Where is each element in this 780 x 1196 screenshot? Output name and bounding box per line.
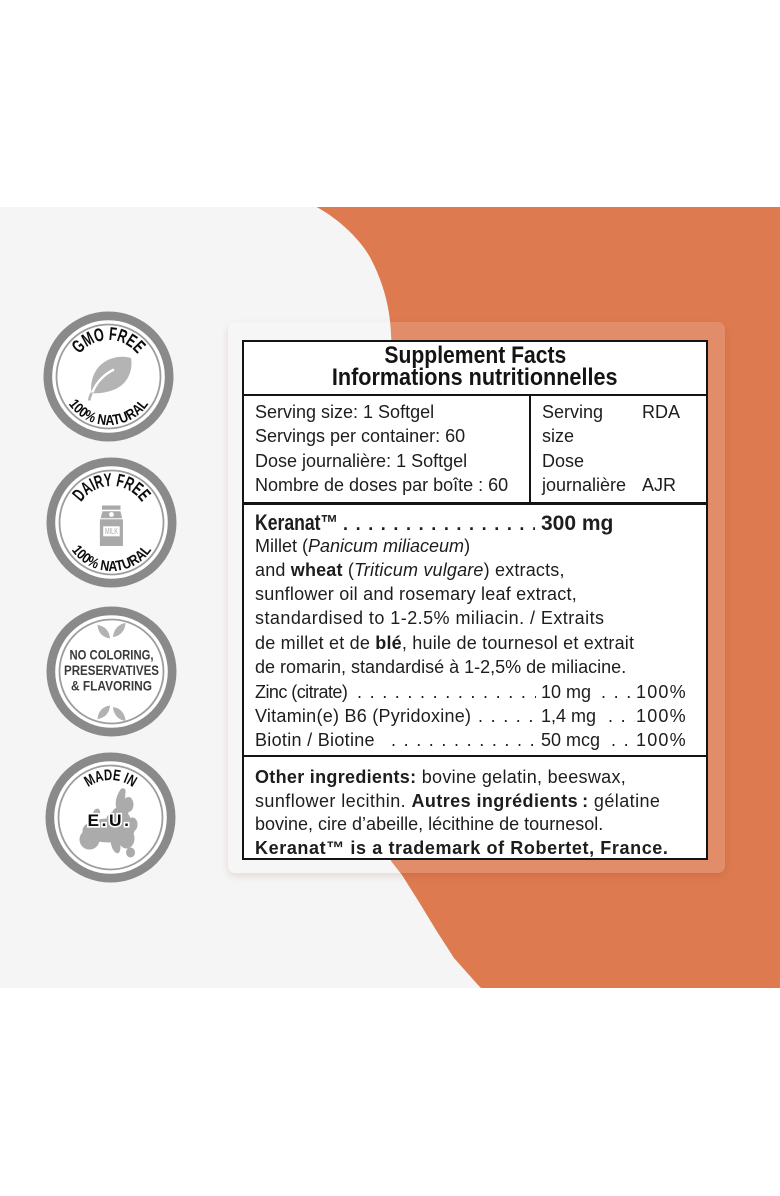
svg-text:E.U.: E.U. [88, 811, 132, 830]
svg-text:MILK: MILK [105, 527, 118, 536]
svg-text:MADE IN: MADE IN [82, 767, 140, 791]
svg-text:NO COLORING,: NO COLORING, [70, 647, 154, 662]
svg-text:& FLAVORING: & FLAVORING [71, 679, 152, 694]
svg-text:PRESERVATIVES: PRESERVATIVES [64, 663, 159, 678]
